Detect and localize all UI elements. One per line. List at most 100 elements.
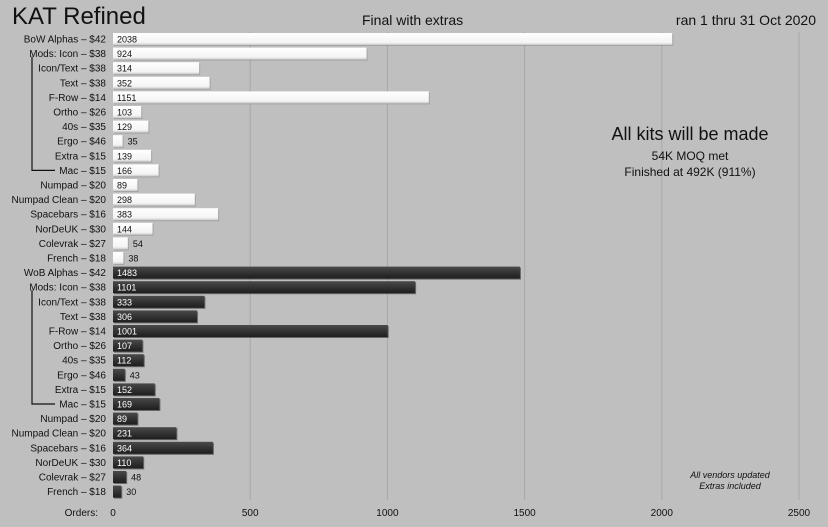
finished-text: Finished at 492K (911%): [624, 165, 756, 179]
bar-bow: [113, 149, 152, 162]
value-label: 89: [117, 414, 127, 424]
bar-bow: [113, 120, 149, 133]
category-label: Numpad Clean – $20: [11, 195, 106, 206]
value-label: 924: [117, 49, 132, 59]
chart-subtitle: Final with extras: [362, 12, 464, 28]
category-label: Icon/Text – $38: [38, 64, 106, 75]
bar-wob: [113, 427, 177, 440]
category-label: French – $18: [47, 254, 106, 265]
x-tick-label: 0: [110, 508, 116, 519]
date-range: ran 1 thru 31 Oct 2020: [675, 12, 816, 28]
bar-wob: [113, 368, 125, 381]
category-label: BoW Alphas – $42: [24, 35, 107, 46]
bar-wob: [113, 281, 416, 294]
category-label: Extra – $15: [55, 151, 107, 162]
bar-bow: [113, 62, 200, 75]
category-label: Icon/Text – $38: [38, 297, 106, 308]
bar-wob: [113, 441, 213, 454]
value-label: 112: [117, 356, 131, 366]
category-label: Ortho – $26: [53, 108, 106, 119]
bar-wob: [113, 398, 160, 410]
category-label: Colevrak – $27: [39, 239, 107, 250]
category-label: Spacebars – $16: [30, 210, 106, 221]
category-label: Ergo – $46: [57, 137, 106, 148]
value-label: 306: [117, 312, 132, 322]
category-label: WoB Alphas – $42: [24, 268, 107, 279]
bar-wob: [113, 325, 388, 337]
bar-wob: [113, 383, 155, 396]
value-label: 89: [117, 181, 127, 191]
value-label: 139: [117, 151, 132, 161]
headline-annotation: All kits will be made: [611, 124, 769, 144]
category-label: F-Row – $14: [49, 327, 107, 338]
bar-wob: [113, 295, 205, 308]
moq-text: 54K MOQ met: [651, 149, 729, 163]
bar-bow: [113, 179, 138, 191]
x-tick-label: 1500: [513, 508, 536, 519]
value-label: 383: [117, 210, 132, 220]
category-label: Ortho – $26: [53, 341, 106, 352]
value-label: 231: [117, 429, 132, 439]
bar-bow: [113, 33, 673, 45]
bar-bow: [113, 252, 124, 264]
category-label: F-Row – $14: [49, 93, 107, 104]
category-label: 40s – $35: [62, 122, 106, 133]
group-bracket: [31, 290, 55, 405]
bar-wob: [113, 412, 138, 425]
bar-wob: [113, 266, 520, 279]
value-label: 30: [126, 487, 136, 497]
value-label: 169: [117, 400, 132, 410]
bar-wob: [113, 354, 144, 367]
bar-wob: [113, 471, 127, 483]
note-line-2: Extras included: [699, 481, 761, 491]
bar-bow: [113, 222, 153, 235]
page-title: KAT Refined: [12, 3, 146, 30]
category-label: Numpad Clean – $20: [11, 429, 106, 440]
category-label: 40s – $35: [62, 356, 106, 367]
footnote: All vendors updated Extras included: [660, 470, 800, 492]
bar-bow: [113, 237, 128, 250]
category-label: Extra – $15: [55, 385, 107, 396]
bar-wob: [113, 485, 122, 498]
value-label: 1101: [117, 283, 136, 293]
category-label: Mac – $15: [59, 166, 106, 177]
value-label: 107: [117, 341, 132, 351]
bar-wob: [113, 339, 143, 352]
bar-bow: [113, 208, 219, 221]
value-label: 314: [117, 64, 132, 74]
value-label: 352: [117, 78, 132, 88]
bar-bow: [113, 135, 123, 148]
group-bracket: [31, 56, 55, 171]
value-label: 2038: [117, 35, 137, 45]
bar-bow: [113, 193, 195, 206]
value-label: 48: [131, 473, 141, 483]
category-label: NorDeUK – $30: [35, 458, 106, 469]
bar-bow: [113, 91, 429, 104]
value-label: 152: [117, 385, 132, 395]
x-axis-label: Orders:: [65, 508, 98, 519]
bar-bow: [113, 76, 210, 89]
category-label: Mods: Icon – $38: [29, 283, 106, 294]
value-label: 364: [117, 443, 132, 453]
category-label: Mods: Icon – $38: [29, 49, 106, 60]
category-label: Ergo – $46: [57, 370, 106, 381]
value-label: 35: [128, 137, 138, 147]
note-line-1: All vendors updated: [690, 470, 770, 480]
x-tick-label: 500: [242, 508, 259, 519]
status-annotation: 54K MOQ met Finished at 492K (911%): [540, 148, 828, 180]
value-label: 1483: [117, 268, 137, 278]
value-label: 38: [128, 254, 138, 264]
x-tick-label: 1000: [376, 508, 399, 519]
category-label: Spacebars – $16: [30, 443, 106, 454]
category-label: Numpad – $20: [40, 414, 106, 425]
value-label: 103: [117, 108, 132, 118]
value-label: 166: [117, 166, 132, 176]
value-label: 333: [117, 297, 132, 307]
value-label: 110: [117, 458, 131, 468]
bar-bow: [113, 47, 367, 60]
category-label: Text – $38: [60, 78, 107, 89]
value-label: 144: [117, 224, 132, 234]
x-tick-label: 2000: [651, 508, 674, 519]
category-label: NorDeUK – $30: [35, 224, 106, 235]
